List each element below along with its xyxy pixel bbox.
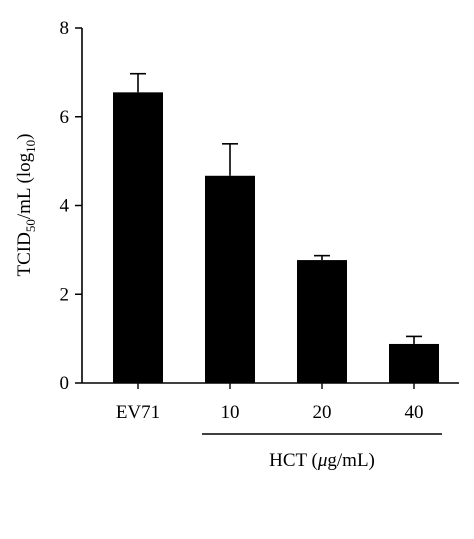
x-tick-label-EV71: EV71	[116, 402, 160, 423]
y-tick-label-0: 0	[60, 373, 70, 394]
x-tick-label-40: 40	[405, 402, 424, 423]
y-tick-label-2: 2	[60, 284, 70, 305]
x-tick-label-20: 20	[313, 402, 332, 423]
y-ticks: 0 2 4 6 8	[60, 18, 82, 394]
bar-10	[205, 175, 255, 383]
x-tick-label-10: 10	[221, 402, 240, 423]
bars	[113, 92, 439, 383]
y-tick-label-4: 4	[60, 196, 70, 217]
y-axis-title: TCID50/mL (log10)	[14, 134, 38, 277]
error-bars	[130, 72, 422, 344]
x-tick-labels: EV71 10 20 40	[116, 383, 424, 423]
bar-EV71	[113, 92, 163, 383]
bar-40	[389, 343, 439, 383]
group-label: HCT (μg/mL)	[269, 450, 375, 471]
y-tick-label-8: 8	[60, 18, 70, 39]
y-tick-label-6: 6	[60, 107, 70, 128]
bar-20	[297, 260, 347, 383]
